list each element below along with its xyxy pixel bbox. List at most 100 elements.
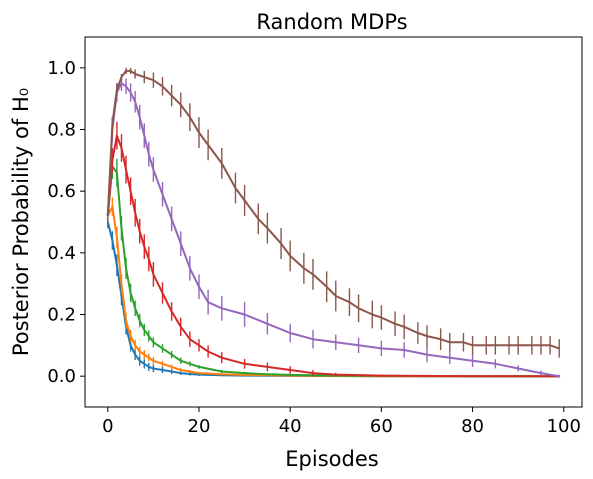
data-point — [134, 353, 136, 356]
data-point — [289, 369, 291, 371]
data-point — [138, 116, 141, 118]
data-point — [517, 344, 519, 347]
y-tick-label: 0.4 — [47, 243, 76, 264]
data-point — [394, 322, 396, 325]
y-tick-label: 0.8 — [47, 120, 76, 141]
data-point — [111, 122, 114, 125]
data-point — [143, 363, 146, 365]
data-point — [170, 370, 173, 373]
data-point — [312, 372, 314, 374]
data-point — [312, 273, 314, 276]
data-point — [129, 70, 132, 72]
y-axis-label: Posterior Probability of H₀ — [9, 88, 33, 356]
data-point — [266, 373, 269, 376]
data-point — [325, 285, 328, 288]
data-point — [439, 338, 442, 340]
series-line — [106, 165, 560, 378]
data-point — [312, 338, 314, 340]
data-point — [540, 372, 542, 374]
data-point — [531, 344, 533, 347]
data-point — [179, 372, 182, 374]
data-point — [125, 70, 127, 72]
data-point — [120, 295, 123, 297]
plot-frame — [84, 36, 583, 408]
data-point — [143, 353, 146, 356]
data-point — [198, 344, 200, 347]
data-point — [558, 375, 561, 377]
data-point — [116, 134, 118, 137]
x-axis: 0 20 40 60 80 100 — [102, 407, 581, 437]
data-point — [106, 215, 109, 217]
data-point — [129, 190, 132, 192]
data-point — [289, 332, 291, 334]
data-point — [266, 227, 269, 229]
data-point — [198, 131, 200, 134]
data-point — [426, 335, 428, 337]
data-point — [348, 301, 351, 303]
data-point — [148, 366, 150, 368]
data-point — [357, 307, 360, 310]
data-point — [148, 356, 150, 359]
data-point — [129, 335, 132, 337]
data-point — [189, 116, 191, 118]
data-point — [125, 267, 127, 270]
data-point — [152, 367, 155, 370]
y-tick-label: 0.6 — [47, 181, 76, 202]
data-point — [125, 85, 127, 88]
data-point — [243, 313, 246, 316]
y-tick-label: 0.2 — [47, 305, 76, 326]
series-line — [106, 134, 560, 378]
data-point — [243, 374, 246, 376]
data-point — [289, 374, 291, 376]
data-point — [161, 193, 164, 196]
data-point — [426, 353, 428, 356]
data-point — [152, 168, 155, 171]
data-point — [334, 295, 337, 297]
data-point — [540, 344, 542, 347]
data-point — [143, 76, 146, 78]
data-point — [380, 316, 383, 319]
data-point — [198, 372, 200, 374]
data-point — [148, 258, 150, 260]
data-point — [462, 341, 465, 344]
data-point — [179, 369, 182, 371]
data-point — [129, 91, 132, 94]
data-point — [220, 162, 223, 165]
data-point — [152, 79, 155, 81]
data-point — [152, 341, 155, 344]
data-point — [485, 344, 488, 347]
y-tick-label: 1.0 — [47, 58, 76, 79]
data-point — [138, 359, 141, 362]
data-point — [134, 211, 136, 214]
data-point — [207, 350, 209, 353]
series-layer — [106, 67, 561, 378]
data-point — [220, 370, 223, 373]
data-point — [116, 171, 118, 174]
data-point — [494, 363, 497, 365]
data-point — [170, 353, 173, 356]
data-point — [189, 370, 191, 373]
data-point — [357, 344, 360, 347]
x-tick-label: 100 — [547, 416, 581, 437]
data-point — [161, 369, 164, 371]
data-point — [371, 313, 374, 316]
data-point — [170, 218, 173, 220]
chart-title: Random MDPs — [256, 10, 407, 34]
series-line — [106, 69, 560, 350]
data-point — [289, 255, 291, 257]
data-point — [111, 159, 114, 162]
data-point — [120, 282, 123, 285]
data-point — [334, 373, 337, 376]
data-point — [116, 236, 118, 239]
data-point — [189, 338, 191, 340]
data-point — [508, 344, 510, 347]
data-point — [116, 264, 118, 266]
data-point — [549, 344, 551, 347]
data-point — [170, 310, 173, 313]
data-point — [220, 373, 223, 376]
data-point — [189, 373, 191, 375]
data-point — [138, 319, 141, 322]
x-tick-label: 40 — [279, 416, 302, 437]
